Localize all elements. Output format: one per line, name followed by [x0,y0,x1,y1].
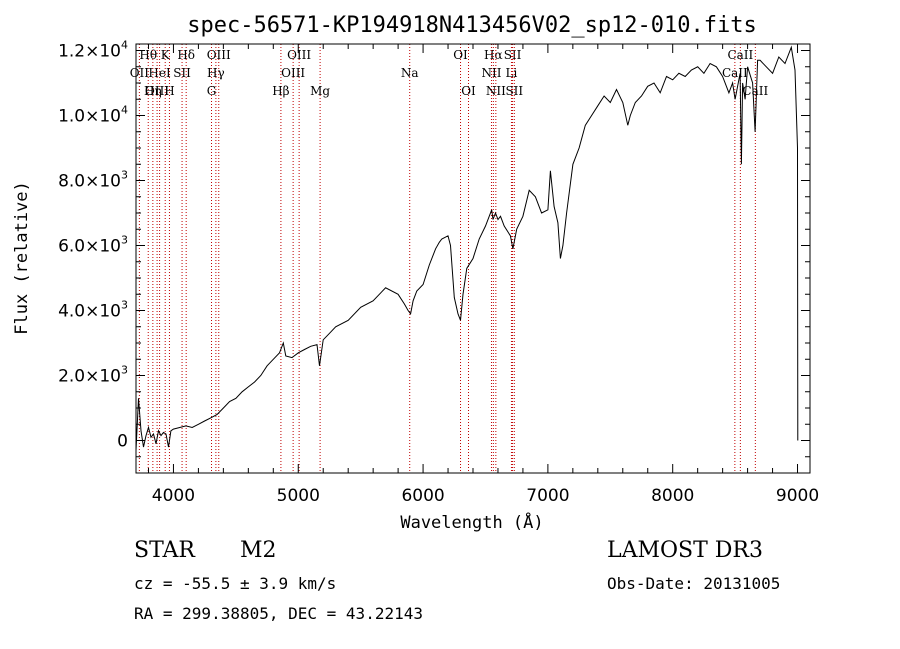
line-label: CaII [722,66,748,80]
survey-name: LAMOST DR3 [607,538,763,563]
y-tick-label: 0 [117,432,128,452]
series-line-0 [135,45,799,451]
line-label: Hγ [207,66,225,80]
x-tick-label: 9000 [776,486,819,506]
object-class: STAR [134,538,195,563]
chart-title: spec-56571-KP194918N413456V02_sp12-010.f… [187,13,757,38]
axis-ticks: 4000 5000 6000 7000 8000 9000 0 2.0×103 4.0×103 6… [58,39,819,507]
coordinates: RA = 299.38805, DEC = 43.22143 [134,604,423,623]
line-label: K [161,48,171,62]
y-tick-label: 4.0×103 [58,299,128,322]
observation-date: Obs-Date: 20131005 [607,574,781,593]
line-label: Hα [484,48,503,62]
line-label: CaII [727,48,753,62]
object-subclass: M2 [240,538,277,563]
y-tick-label: 1.2×104 [58,39,128,62]
x-tick-label: 7000 [526,486,569,506]
line-label: OIII [281,66,305,80]
y-tick-label: 2.0×103 [58,364,128,387]
line-label: OII [130,66,150,80]
line-label: OI [453,48,468,62]
line-label: Li [506,66,518,80]
line-label: OIII [287,48,311,62]
y-tick-label: 1.0×104 [58,104,128,127]
line-label: OIII [207,48,231,62]
y-tick-label: 8.0×103 [58,169,128,192]
series-layer [135,45,799,451]
line-label: OI [461,84,476,98]
x-tick-label: 5000 [277,486,320,506]
line-label: NII [481,66,501,80]
x-tick-label: 6000 [401,486,444,506]
line-label: SII [504,48,522,62]
line-label: Hη [144,84,162,98]
line-label: OIII [145,84,169,98]
line-label: SII [173,66,191,80]
line-label: NII [486,84,506,98]
redshift-velocity: cz = -55.5 ± 3.9 km/s [134,574,337,593]
line-label: SII [505,84,523,98]
line-label: Hβ [272,84,289,98]
x-tick-label: 4000 [152,486,195,506]
line-label: CaII [742,84,768,98]
x-axis-label: Wavelength (Å) [400,511,543,533]
line-label: G [207,84,217,98]
line-label: Mg [310,84,330,98]
line-label: Hδ [177,48,195,62]
y-axis-label: Flux (relative) [12,181,32,335]
line-label: HeI [148,66,171,80]
line-label: Na [401,66,419,80]
y-tick-label: 6.0×103 [58,234,128,257]
x-tick-label: 8000 [651,486,694,506]
line-label: Hθ [139,48,157,62]
line-label: H [164,84,174,98]
